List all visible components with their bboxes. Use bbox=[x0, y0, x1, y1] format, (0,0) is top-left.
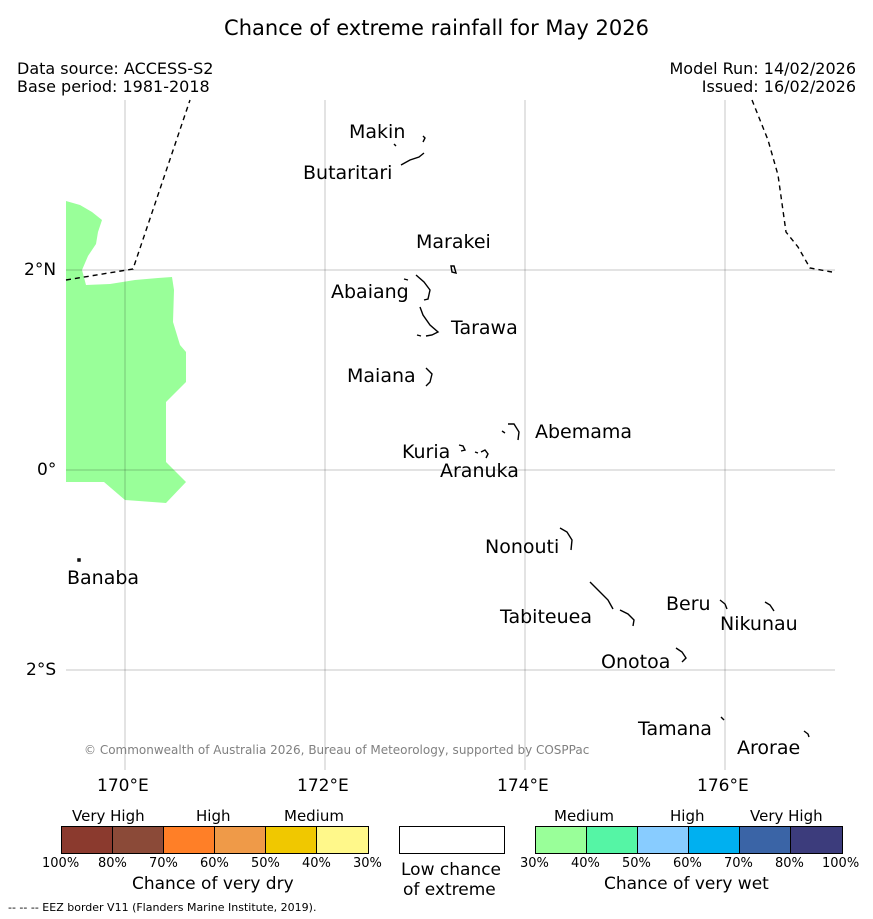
abaiang-islet-outline bbox=[403, 278, 409, 281]
lat-label-2n: 2°N bbox=[24, 260, 57, 280]
low-chance-line1: Low chance bbox=[401, 860, 501, 880]
lon-label-174e: 174°E bbox=[497, 776, 549, 796]
dry-tick-30: 30% bbox=[353, 856, 382, 871]
banaba-outline bbox=[77, 558, 81, 562]
wet-swatch-5 bbox=[740, 827, 791, 853]
marakei-outline bbox=[450, 265, 458, 274]
dry-tick-60: 60% bbox=[200, 856, 229, 871]
butaritari-outline bbox=[400, 152, 425, 166]
island-label-beru: Beru bbox=[666, 593, 711, 615]
dry-head-high: High bbox=[196, 807, 231, 825]
wet-swatch-1 bbox=[536, 827, 587, 853]
wet-swatch-6 bbox=[791, 827, 842, 853]
tabiteuea-south-outline bbox=[619, 609, 635, 627]
aranuka-islet-outline bbox=[474, 451, 479, 454]
rainfall-map bbox=[65, 99, 835, 770]
wet-head-high: High bbox=[670, 807, 705, 825]
dry-head-very-high: Very High bbox=[72, 807, 145, 825]
beru-outline bbox=[719, 599, 728, 610]
arorae-outline bbox=[803, 730, 810, 738]
island-label-tarawa: Tarawa bbox=[451, 317, 518, 339]
island-label-tabiteuea: Tabiteuea bbox=[500, 606, 592, 628]
island-label-nonouti: Nonouti bbox=[485, 536, 560, 558]
kuria-outline bbox=[458, 444, 467, 452]
makin-outline bbox=[422, 135, 426, 143]
island-label-banaba: Banaba bbox=[67, 567, 140, 589]
wet-colorbar bbox=[535, 826, 843, 854]
island-label-arorae: Arorae bbox=[737, 737, 801, 759]
tamana-outline bbox=[720, 716, 725, 721]
dry-tick-70: 70% bbox=[149, 856, 178, 871]
tarawa-outline bbox=[419, 306, 440, 337]
island-label-tamana: Tamana bbox=[638, 718, 712, 740]
abaiang-outline bbox=[415, 274, 431, 301]
nikunau-outline bbox=[764, 601, 775, 612]
island-label-marakei: Marakei bbox=[416, 231, 491, 253]
dry-legend-title: Chance of very dry bbox=[132, 874, 294, 894]
island-label-aranuka: Aranuka bbox=[440, 460, 519, 482]
tabiteuea-outline bbox=[589, 581, 614, 610]
dry-swatch-3 bbox=[164, 827, 215, 853]
eez-border bbox=[65, 99, 833, 281]
lat-label-0: 0° bbox=[37, 460, 57, 480]
maiana-outline bbox=[425, 367, 433, 387]
wet-tick-50: 50% bbox=[622, 856, 651, 871]
wet-swatch-2 bbox=[587, 827, 638, 853]
island-label-nikunau: Nikunau bbox=[720, 613, 798, 635]
wet-tick-100: 100% bbox=[822, 856, 860, 871]
wet-legend-title: Chance of very wet bbox=[604, 874, 769, 894]
island-label-butaritari: Butaritari bbox=[303, 162, 393, 184]
eez-border-note: -- -- -- EEZ border V11 (Flanders Marine… bbox=[8, 901, 317, 914]
makin-islet-outline bbox=[393, 143, 397, 147]
dry-swatch-2 bbox=[113, 827, 164, 853]
island-label-kuria: Kuria bbox=[402, 441, 451, 463]
dry-tick-40: 40% bbox=[302, 856, 331, 871]
lon-label-172e: 172°E bbox=[297, 776, 349, 796]
copyright-credit: © Commonwealth of Australia 2026, Bureau… bbox=[84, 743, 590, 757]
wet-head-very-high: Very High bbox=[750, 807, 823, 825]
wet-tick-70: 70% bbox=[724, 856, 753, 871]
very-wet-medium-region bbox=[66, 201, 186, 503]
low-chance-line2: of extreme bbox=[403, 880, 496, 900]
island-label-abaiang: Abaiang bbox=[331, 281, 409, 303]
map-title: Chance of extreme rainfall for May 2026 bbox=[224, 16, 649, 40]
lat-label-2s: 2°S bbox=[26, 660, 57, 680]
data-source-text: Data source: ACCESS-S2 bbox=[17, 59, 214, 78]
dry-tick-80: 80% bbox=[98, 856, 127, 871]
dry-swatch-5 bbox=[266, 827, 317, 853]
abemama-outline bbox=[508, 423, 520, 441]
dry-swatch-4 bbox=[215, 827, 266, 853]
island-label-abemama: Abemama bbox=[535, 421, 633, 443]
abemama-islet-outline bbox=[501, 430, 506, 434]
wet-head-medium: Medium bbox=[554, 807, 614, 825]
wet-tick-40: 40% bbox=[571, 856, 600, 871]
nonouti-outline bbox=[559, 527, 573, 551]
island-label-makin: Makin bbox=[349, 121, 406, 143]
map-gridlines bbox=[66, 100, 835, 770]
lon-label-170e: 170°E bbox=[97, 776, 149, 796]
island-label-onotoa: Onotoa bbox=[601, 651, 671, 673]
dry-swatch-6 bbox=[317, 827, 368, 853]
wet-tick-60: 60% bbox=[673, 856, 702, 871]
dry-swatch-1 bbox=[62, 827, 113, 853]
wet-swatch-4 bbox=[689, 827, 740, 853]
wet-tick-30: 30% bbox=[520, 856, 549, 871]
model-run-text: Model Run: 14/02/2026 bbox=[669, 59, 857, 78]
dry-colorbar bbox=[61, 826, 369, 854]
lon-label-176e: 176°E bbox=[697, 776, 749, 796]
dry-tick-50: 50% bbox=[251, 856, 280, 871]
dry-tick-100: 100% bbox=[42, 856, 80, 871]
base-period-text: Base period: 1981-2018 bbox=[17, 77, 210, 96]
onotoa-outline bbox=[675, 647, 687, 663]
low-chance-swatch bbox=[399, 826, 505, 854]
wet-swatch-3 bbox=[638, 827, 689, 853]
island-label-maiana: Maiana bbox=[347, 365, 416, 387]
wet-tick-80: 80% bbox=[775, 856, 804, 871]
dry-head-medium: Medium bbox=[284, 807, 344, 825]
aranuka-outline bbox=[480, 449, 489, 459]
tarawa-islet-outline bbox=[416, 334, 422, 337]
island-outlines bbox=[77, 135, 810, 738]
issued-text: Issued: 16/02/2026 bbox=[701, 77, 856, 96]
